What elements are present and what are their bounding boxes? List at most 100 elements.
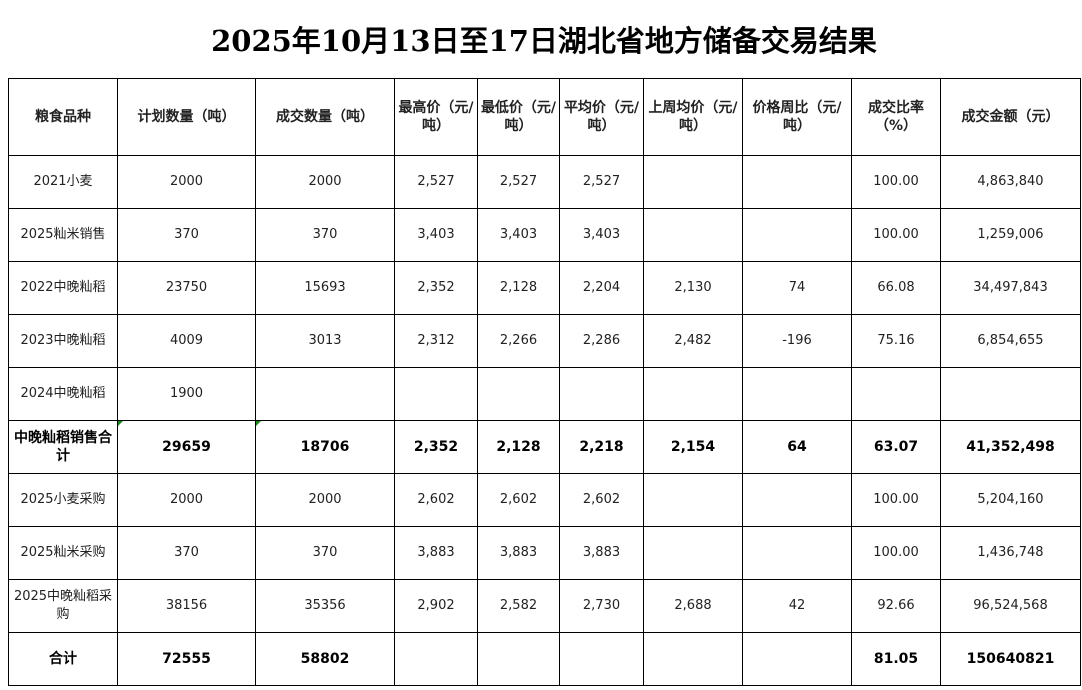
cell-min-price[interactable]: 3,403	[477, 208, 560, 262]
cell-avg-price[interactable]: 2,602	[559, 473, 644, 527]
cell-deal-rate[interactable]: 100.00	[851, 155, 941, 209]
cell-deal-qty[interactable]: 35356	[255, 579, 395, 633]
cell-deal-rate[interactable]: 100.00	[851, 526, 941, 580]
cell-week-change[interactable]: 74	[742, 261, 852, 315]
cell-variety[interactable]: 2022中晚籼稻	[8, 261, 118, 315]
header-deal-amount[interactable]: 成交金额（元）	[940, 78, 1081, 156]
cell-planned-qty[interactable]: 29659	[117, 420, 256, 474]
cell-last-week-avg[interactable]: 2,130	[643, 261, 743, 315]
cell-planned-qty[interactable]: 23750	[117, 261, 256, 315]
cell-deal-rate[interactable]: 81.05	[851, 632, 941, 686]
cell-avg-price[interactable]: 3,883	[559, 526, 644, 580]
cell-min-price[interactable]: 2,128	[477, 420, 560, 474]
cell-min-price[interactable]: 2,527	[477, 155, 560, 209]
cell-avg-price[interactable]: 2,204	[559, 261, 644, 315]
cell-variety[interactable]: 2025中晚籼稻采购	[8, 579, 118, 633]
cell-deal-rate[interactable]	[851, 367, 941, 421]
cell-variety[interactable]: 2025小麦采购	[8, 473, 118, 527]
cell-deal-rate[interactable]: 100.00	[851, 473, 941, 527]
cell-deal-rate[interactable]: 66.08	[851, 261, 941, 315]
cell-deal-qty[interactable]: 2000	[255, 155, 395, 209]
cell-planned-qty[interactable]: 2000	[117, 473, 256, 527]
cell-week-change[interactable]	[742, 526, 852, 580]
header-min-price[interactable]: 最低价（元/吨）	[477, 78, 560, 156]
cell-min-price[interactable]	[477, 367, 560, 421]
cell-week-change[interactable]	[742, 367, 852, 421]
cell-deal-amount[interactable]: 96,524,568	[940, 579, 1081, 633]
cell-deal-amount[interactable]: 41,352,498	[940, 420, 1081, 474]
cell-planned-qty[interactable]: 38156	[117, 579, 256, 633]
cell-deal-qty[interactable]: 15693	[255, 261, 395, 315]
cell-week-change[interactable]: 42	[742, 579, 852, 633]
cell-max-price[interactable]: 2,352	[394, 420, 478, 474]
cell-deal-rate[interactable]: 75.16	[851, 314, 941, 368]
cell-avg-price[interactable]: 3,403	[559, 208, 644, 262]
cell-last-week-avg[interactable]	[643, 526, 743, 580]
cell-week-change[interactable]	[742, 155, 852, 209]
cell-min-price[interactable]: 2,602	[477, 473, 560, 527]
cell-deal-qty[interactable]: 58802	[255, 632, 395, 686]
cell-planned-qty[interactable]: 2000	[117, 155, 256, 209]
cell-deal-qty[interactable]: 18706	[255, 420, 395, 474]
cell-deal-qty[interactable]: 2000	[255, 473, 395, 527]
cell-deal-amount[interactable]: 34,497,843	[940, 261, 1081, 315]
cell-week-change[interactable]	[742, 473, 852, 527]
cell-variety[interactable]: 2025籼米销售	[8, 208, 118, 262]
cell-deal-amount[interactable]: 5,204,160	[940, 473, 1081, 527]
header-week-change[interactable]: 价格周比（元/吨）	[742, 78, 852, 156]
cell-max-price[interactable]: 2,352	[394, 261, 478, 315]
cell-deal-rate[interactable]: 92.66	[851, 579, 941, 633]
cell-min-price[interactable]	[477, 632, 560, 686]
cell-variety[interactable]: 中晚籼稻销售合计	[8, 420, 118, 474]
cell-planned-qty[interactable]: 370	[117, 526, 256, 580]
cell-last-week-avg[interactable]: 2,482	[643, 314, 743, 368]
cell-deal-amount[interactable]: 1,436,748	[940, 526, 1081, 580]
cell-max-price[interactable]: 3,883	[394, 526, 478, 580]
header-planned-qty[interactable]: 计划数量（吨）	[117, 78, 256, 156]
cell-last-week-avg[interactable]: 2,688	[643, 579, 743, 633]
cell-deal-qty[interactable]: 370	[255, 526, 395, 580]
cell-variety[interactable]: 2025籼米采购	[8, 526, 118, 580]
cell-max-price[interactable]: 2,902	[394, 579, 478, 633]
cell-max-price[interactable]	[394, 632, 478, 686]
cell-avg-price[interactable]: 2,286	[559, 314, 644, 368]
header-last-week-avg[interactable]: 上周均价（元/吨）	[643, 78, 743, 156]
cell-variety[interactable]: 2021小麦	[8, 155, 118, 209]
cell-last-week-avg[interactable]: 2,154	[643, 420, 743, 474]
cell-week-change[interactable]	[742, 208, 852, 262]
cell-week-change[interactable]: -196	[742, 314, 852, 368]
cell-max-price[interactable]: 2,527	[394, 155, 478, 209]
cell-variety[interactable]: 合计	[8, 632, 118, 686]
cell-deal-qty[interactable]: 370	[255, 208, 395, 262]
cell-deal-amount[interactable]: 1,259,006	[940, 208, 1081, 262]
cell-max-price[interactable]: 2,602	[394, 473, 478, 527]
cell-max-price[interactable]: 3,403	[394, 208, 478, 262]
header-variety[interactable]: 粮食品种	[8, 78, 118, 156]
cell-planned-qty[interactable]: 1900	[117, 367, 256, 421]
cell-min-price[interactable]: 2,128	[477, 261, 560, 315]
cell-week-change[interactable]: 64	[742, 420, 852, 474]
cell-planned-qty[interactable]: 72555	[117, 632, 256, 686]
cell-deal-rate[interactable]: 63.07	[851, 420, 941, 474]
cell-max-price[interactable]: 2,312	[394, 314, 478, 368]
cell-variety[interactable]: 2024中晚籼稻	[8, 367, 118, 421]
cell-week-change[interactable]	[742, 632, 852, 686]
cell-deal-amount[interactable]: 6,854,655	[940, 314, 1081, 368]
header-avg-price[interactable]: 平均价（元/吨）	[559, 78, 644, 156]
cell-avg-price[interactable]	[559, 632, 644, 686]
cell-last-week-avg[interactable]	[643, 473, 743, 527]
cell-deal-qty[interactable]	[255, 367, 395, 421]
cell-deal-amount[interactable]: 4,863,840	[940, 155, 1081, 209]
cell-last-week-avg[interactable]	[643, 367, 743, 421]
cell-deal-amount[interactable]	[940, 367, 1081, 421]
cell-min-price[interactable]: 2,582	[477, 579, 560, 633]
cell-variety[interactable]: 2023中晚籼稻	[8, 314, 118, 368]
cell-min-price[interactable]: 3,883	[477, 526, 560, 580]
header-max-price[interactable]: 最高价（元/吨）	[394, 78, 478, 156]
cell-deal-rate[interactable]: 100.00	[851, 208, 941, 262]
cell-last-week-avg[interactable]	[643, 632, 743, 686]
cell-avg-price[interactable]	[559, 367, 644, 421]
cell-deal-amount[interactable]: 150640821	[940, 632, 1081, 686]
cell-planned-qty[interactable]: 4009	[117, 314, 256, 368]
cell-avg-price[interactable]: 2,527	[559, 155, 644, 209]
